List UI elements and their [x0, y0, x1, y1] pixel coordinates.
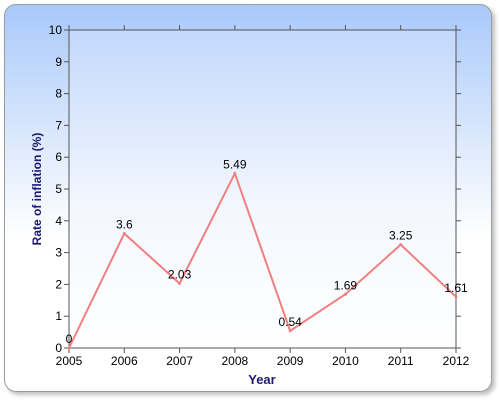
data-labels: 0 3.6 2.03 5.49 0.54 1.69 3.25 1.61 — [66, 157, 468, 346]
data-label: 3.25 — [389, 229, 413, 243]
data-label: 0 — [66, 332, 73, 346]
y-tick-label: 7 — [55, 118, 62, 132]
x-tick-label: 2012 — [443, 354, 470, 368]
y-tick-label: 4 — [55, 214, 62, 228]
data-label: 0.54 — [278, 315, 302, 329]
series-line — [68, 170, 457, 349]
data-label: 5.49 — [223, 157, 247, 171]
y-tick-label: 5 — [55, 182, 62, 196]
data-point — [67, 346, 71, 350]
data-point — [178, 281, 182, 285]
x-tick-label: 2007 — [166, 354, 193, 368]
x-tick-label: 2006 — [111, 354, 138, 368]
data-label: 1.69 — [334, 278, 358, 292]
y-tick-label: 3 — [55, 246, 62, 260]
data-label: 3.6 — [116, 218, 133, 232]
data-point — [454, 295, 458, 299]
y-tick-label: 8 — [55, 87, 62, 101]
y-tick-label: 6 — [55, 150, 62, 164]
y-tick-label: 0 — [55, 341, 62, 355]
x-tick-label: 2008 — [222, 354, 249, 368]
y-tick-label: 10 — [49, 23, 63, 37]
data-label: 2.03 — [168, 267, 192, 281]
data-point — [288, 329, 292, 333]
x-tick-label: 2009 — [277, 354, 304, 368]
x-tick-label: 2011 — [388, 354, 414, 368]
y-tick-label: 9 — [55, 55, 62, 69]
data-point — [122, 232, 126, 236]
y-tick-label: 2 — [55, 277, 62, 291]
data-point — [233, 171, 237, 175]
data-point — [399, 243, 403, 247]
x-tick-label: 2010 — [332, 354, 359, 368]
x-axis-title: Year — [248, 372, 275, 387]
data-point — [343, 292, 347, 296]
y-axis-title: Rate of inflation (%) — [30, 133, 44, 246]
plot-area — [68, 29, 457, 349]
data-label: 1.61 — [444, 281, 468, 295]
x-tick-label: 2005 — [56, 354, 83, 368]
y-tick-label: 1 — [55, 309, 62, 323]
series — [67, 170, 458, 350]
